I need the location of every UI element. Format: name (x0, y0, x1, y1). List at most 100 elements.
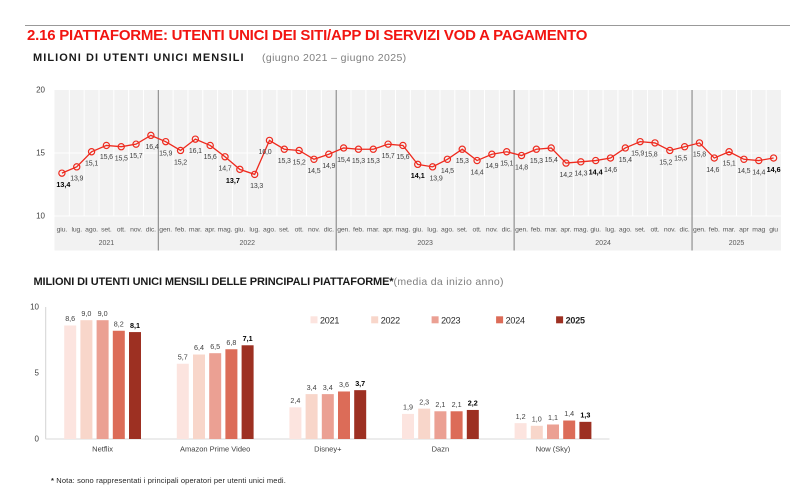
svg-text:set.: set. (457, 227, 468, 234)
svg-text:lug.: lug. (605, 227, 616, 234)
svg-text:giu.: giu. (57, 227, 68, 234)
svg-text:13,3: 13,3 (250, 183, 263, 190)
svg-text:2,4: 2,4 (290, 396, 300, 405)
svg-text:2,1: 2,1 (435, 400, 445, 409)
svg-text:dic.: dic. (680, 227, 690, 234)
svg-text:lug.: lug. (249, 227, 260, 234)
svg-text:15,6: 15,6 (204, 154, 217, 161)
svg-text:15,8: 15,8 (644, 152, 657, 159)
svg-text:15,8: 15,8 (693, 152, 706, 159)
svg-text:14,4: 14,4 (752, 169, 765, 176)
svg-text:mag.: mag. (573, 227, 588, 234)
svg-text:mag: mag (752, 227, 765, 234)
svg-text:14,8: 14,8 (515, 164, 528, 171)
svg-text:15,4: 15,4 (337, 157, 350, 164)
svg-text:14,9: 14,9 (322, 163, 335, 170)
svg-text:13,7: 13,7 (226, 176, 240, 185)
svg-text:Netflix: Netflix (92, 445, 113, 454)
svg-text:ott.: ott. (473, 227, 482, 234)
svg-text:gen.: gen. (159, 227, 172, 234)
svg-text:2021: 2021 (99, 240, 115, 247)
svg-text:20: 20 (36, 86, 45, 95)
svg-text:15,4: 15,4 (545, 157, 558, 164)
svg-text:6,5: 6,5 (210, 342, 220, 351)
svg-text:2,2: 2,2 (468, 399, 478, 408)
svg-text:3,4: 3,4 (307, 383, 317, 392)
svg-text:3,6: 3,6 (339, 380, 349, 389)
svg-text:14,6: 14,6 (604, 167, 617, 174)
svg-text:3,4: 3,4 (323, 383, 333, 392)
svg-text:8,1: 8,1 (130, 321, 140, 330)
svg-text:3,7: 3,7 (355, 379, 365, 388)
svg-text:Dazn: Dazn (432, 445, 450, 454)
svg-text:2,1: 2,1 (452, 400, 462, 409)
svg-text:6,8: 6,8 (226, 338, 236, 347)
svg-text:14,6: 14,6 (706, 167, 719, 174)
svg-text:mag.: mag. (218, 227, 233, 234)
svg-text:15,2: 15,2 (174, 159, 187, 166)
svg-text:8,6: 8,6 (65, 314, 75, 323)
svg-text:set.: set. (635, 227, 646, 234)
svg-text:Now (Sky): Now (Sky) (536, 445, 571, 454)
svg-text:mar.: mar. (367, 227, 380, 234)
svg-text:apr: apr (739, 227, 749, 234)
svg-text:13,9: 13,9 (430, 176, 443, 183)
svg-text:2023: 2023 (417, 240, 433, 247)
svg-text:14,5: 14,5 (441, 168, 454, 175)
svg-text:1,1: 1,1 (548, 413, 558, 422)
svg-text:gen.: gen. (337, 227, 350, 234)
svg-text:13,4: 13,4 (56, 180, 70, 189)
svg-text:14,2: 14,2 (560, 172, 573, 179)
svg-text:9,0: 9,0 (81, 309, 91, 318)
svg-text:15,6: 15,6 (100, 154, 113, 161)
svg-text:8,2: 8,2 (114, 319, 124, 328)
svg-text:2025: 2025 (729, 240, 745, 247)
svg-text:apr.: apr. (561, 227, 572, 234)
svg-text:nov.: nov. (308, 227, 320, 234)
svg-text:14,1: 14,1 (411, 171, 425, 180)
svg-text:feb.: feb. (353, 227, 364, 234)
svg-text:7,1: 7,1 (243, 334, 253, 343)
svg-text:2025: 2025 (566, 316, 585, 326)
svg-text:2021: 2021 (320, 316, 339, 326)
svg-text:1,9: 1,9 (403, 403, 413, 412)
svg-text:15,3: 15,3 (367, 158, 380, 165)
svg-text:0: 0 (35, 435, 40, 444)
svg-text:16,1: 16,1 (189, 148, 202, 155)
svg-text:14,4: 14,4 (471, 169, 484, 176)
svg-text:2024: 2024 (506, 316, 525, 326)
svg-text:13,9: 13,9 (70, 176, 83, 183)
svg-text:nov.: nov. (664, 227, 676, 234)
svg-text:15,7: 15,7 (382, 153, 395, 160)
svg-text:14,9: 14,9 (485, 163, 498, 170)
svg-text:15,2: 15,2 (293, 159, 306, 166)
svg-text:apr.: apr. (383, 227, 394, 234)
svg-text:apr.: apr. (205, 227, 216, 234)
svg-text:1,3: 1,3 (580, 411, 590, 420)
svg-text:mar.: mar. (545, 227, 558, 234)
svg-text:2,3: 2,3 (419, 397, 429, 406)
svg-text:15,7: 15,7 (130, 153, 143, 160)
svg-text:2023: 2023 (441, 316, 460, 326)
svg-text:15,9: 15,9 (159, 150, 172, 157)
svg-text:10: 10 (30, 303, 39, 312)
svg-text:set.: set. (279, 227, 290, 234)
svg-text:feb.: feb. (709, 227, 720, 234)
svg-text:ago.: ago. (263, 227, 276, 234)
svg-text:15,1: 15,1 (500, 161, 513, 168)
svg-text:14,6: 14,6 (767, 165, 781, 174)
svg-text:dic.: dic. (146, 227, 156, 234)
svg-text:1,2: 1,2 (516, 412, 526, 421)
svg-text:15,3: 15,3 (352, 158, 365, 165)
svg-text:dic.: dic. (324, 227, 334, 234)
svg-text:15,3: 15,3 (456, 158, 469, 165)
svg-text:1,4: 1,4 (564, 409, 574, 418)
svg-text:15,1: 15,1 (85, 161, 98, 168)
svg-text:15: 15 (36, 149, 45, 158)
svg-text:feb.: feb. (175, 227, 186, 234)
svg-text:15,5: 15,5 (115, 156, 128, 163)
svg-text:feb.: feb. (531, 227, 542, 234)
svg-text:ott.: ott. (117, 227, 126, 234)
svg-text:14,5: 14,5 (307, 168, 320, 175)
svg-text:gen.: gen. (515, 227, 528, 234)
